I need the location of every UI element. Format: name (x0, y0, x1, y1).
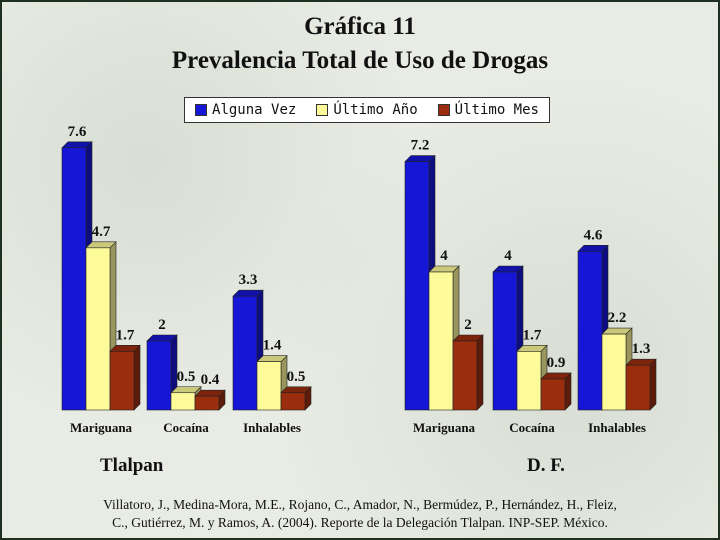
bar-df-mariguana-ultimo-anio (428, 271, 454, 411)
bar-tlalpan-inhalables-ultimo-anio (256, 361, 282, 411)
value-label-tlalpan-cocaina-ultimo-mes: 0.4 (201, 372, 220, 388)
value-label-df-mariguana-ultimo-anio: 4 (440, 248, 448, 264)
panel-label-tlalpan: Tlalpan (100, 455, 164, 476)
value-label-df-cocaina-alguna-vez: 4 (504, 248, 512, 264)
bar-df-mariguana-ultimo-mes (452, 340, 478, 411)
value-label-df-mariguana-alguna-vez: 7.2 (411, 138, 430, 154)
bar-df-mariguana-alguna-vez (404, 161, 430, 411)
chart-title-line1: Gráfica 11 (304, 13, 416, 40)
source-citation: Villatoro, J., Medina-Mora, M.E., Rojano… (20, 496, 700, 532)
value-label-tlalpan-cocaina-ultimo-anio: 0.5 (177, 369, 196, 385)
legend-swatch-ultimo-anio (316, 104, 329, 116)
value-label-tlalpan-inhalables-ultimo-mes: 0.5 (287, 369, 306, 385)
legend-label-alguna-vez: Alguna Vez (212, 102, 297, 118)
category-label-df-mariguana: Mariguana (413, 420, 476, 435)
bar-tlalpan-cocaina-alguna-vez (146, 340, 172, 411)
bar-side-df-mariguana-ultimo-mes (476, 334, 484, 411)
bar-df-inhalables-alguna-vez (577, 251, 603, 411)
bar-tlalpan-cocaina-ultimo-mes (194, 395, 220, 411)
chart-title-line2: Prevalencia Total de Uso de Drogas (171, 47, 549, 74)
legend-item-ultimo-mes: Último Mes (437, 102, 539, 118)
bar-df-inhalables-ultimo-anio (601, 333, 627, 411)
value-label-tlalpan-mariguana-alguna-vez: 7.6 (68, 124, 87, 140)
category-label-tlalpan-mariguana: Mariguana (70, 420, 133, 435)
bar-df-cocaina-ultimo-anio (516, 351, 542, 411)
category-label-df-cocaina: Cocaína (509, 420, 555, 435)
value-label-df-inhalables-ultimo-anio: 2.2 (608, 310, 627, 326)
bar-side-df-cocaina-ultimo-mes (564, 372, 572, 411)
bar-tlalpan-mariguana-ultimo-mes (109, 351, 135, 411)
legend-item-ultimo-anio: Último Año (316, 102, 418, 118)
value-label-tlalpan-cocaina-alguna-vez: 2 (158, 317, 166, 333)
bar-side-df-inhalables-ultimo-mes (649, 358, 657, 411)
bar-df-cocaina-alguna-vez (492, 271, 518, 411)
bar-tlalpan-inhalables-alguna-vez (232, 295, 258, 411)
bar-tlalpan-cocaina-ultimo-anio (170, 392, 196, 411)
value-label-df-cocaina-ultimo-mes: 0.9 (547, 355, 566, 371)
legend-swatch-alguna-vez (195, 104, 208, 116)
category-label-tlalpan-inhalables: Inhalables (243, 420, 301, 435)
bar-df-inhalables-ultimo-mes (625, 364, 651, 411)
value-label-tlalpan-inhalables-ultimo-anio: 1.4 (263, 338, 282, 354)
bar-tlalpan-mariguana-alguna-vez (61, 147, 87, 411)
legend-item-alguna-vez: Alguna Vez (195, 102, 296, 118)
source-line-2: C., Gutiérrez, M. y Ramos, A. (2004). Re… (112, 515, 608, 530)
legend-label-ultimo-mes: Último Mes (454, 102, 539, 118)
value-label-tlalpan-mariguana-ultimo-mes: 1.7 (116, 327, 135, 343)
chart-legend: Alguna Vez Último Año Último Mes (184, 97, 550, 123)
legend-label-ultimo-anio: Último Año (333, 102, 418, 118)
value-label-df-mariguana-ultimo-mes: 2 (464, 317, 472, 333)
source-line-1: Villatoro, J., Medina-Mora, M.E., Rojano… (103, 497, 617, 512)
value-label-tlalpan-mariguana-ultimo-anio: 4.7 (92, 224, 111, 240)
value-label-df-inhalables-alguna-vez: 4.6 (584, 227, 603, 243)
bar-tlalpan-inhalables-ultimo-mes (280, 392, 306, 411)
category-label-df-inhalables: Inhalables (588, 420, 646, 435)
value-label-df-cocaina-ultimo-anio: 1.7 (523, 327, 542, 343)
category-label-tlalpan-cocaina: Cocaína (163, 420, 209, 435)
bar-df-cocaina-ultimo-mes (540, 378, 566, 411)
legend-swatch-ultimo-mes (437, 104, 450, 116)
value-label-df-inhalables-ultimo-mes: 1.3 (632, 341, 651, 357)
bar-side-tlalpan-mariguana-ultimo-mes (133, 344, 141, 411)
panel-label-df: D. F. (527, 455, 565, 476)
bar-tlalpan-mariguana-ultimo-anio (85, 247, 111, 411)
value-label-tlalpan-inhalables-alguna-vez: 3.3 (239, 272, 258, 288)
